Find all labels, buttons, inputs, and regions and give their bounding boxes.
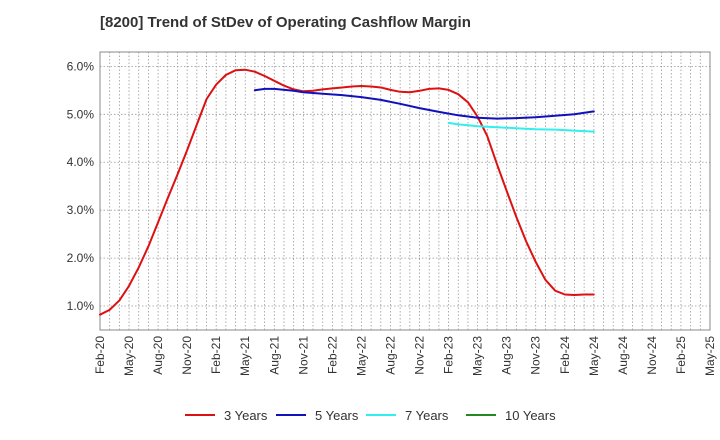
plot-area <box>100 52 710 330</box>
legend-label: 5 Years <box>315 408 359 423</box>
x-tick-label: Aug-22 <box>383 336 397 375</box>
series-line-7-years <box>447 121 595 133</box>
legend-label: 10 Years <box>505 408 556 423</box>
x-tick-label: Aug-20 <box>151 336 165 375</box>
x-tick-label: May-23 <box>471 336 485 376</box>
y-tick-label: 5.0% <box>67 107 95 121</box>
x-tick-label: Nov-23 <box>529 336 543 375</box>
x-tick-label: Feb-20 <box>93 336 107 374</box>
y-tick-label: 2.0% <box>67 251 95 265</box>
x-tick-label: Feb-25 <box>674 336 688 374</box>
series-line-5-years <box>253 87 595 120</box>
chart-title: [8200] Trend of StDev of Operating Cashf… <box>100 14 471 31</box>
y-tick-label: 1.0% <box>67 299 95 313</box>
x-tick-label: Nov-24 <box>645 336 659 375</box>
x-tick-label: Feb-21 <box>209 336 223 374</box>
x-tick-label: Nov-22 <box>413 336 427 375</box>
series-line-3-years <box>99 68 595 316</box>
x-tick-label: May-24 <box>587 336 601 376</box>
x-tick-label: Feb-24 <box>558 336 572 374</box>
y-tick-label: 4.0% <box>67 155 95 169</box>
x-tick-label: May-20 <box>122 336 136 376</box>
legend-label: 3 Years <box>224 408 268 423</box>
x-tick-label: May-25 <box>703 336 717 376</box>
x-tick-label: Feb-23 <box>442 336 456 374</box>
y-tick-label: 3.0% <box>67 203 95 217</box>
x-tick-label: Aug-21 <box>267 336 281 375</box>
x-tick-label: Feb-22 <box>325 336 339 374</box>
x-tick-label: Nov-21 <box>296 336 310 375</box>
x-tick-label: May-21 <box>238 336 252 376</box>
y-tick-label: 6.0% <box>67 59 95 73</box>
legend-label: 7 Years <box>405 408 449 423</box>
x-tick-label: Nov-20 <box>180 336 194 375</box>
plot-border <box>99 51 711 331</box>
x-tick-label: Aug-23 <box>500 336 514 375</box>
x-tick-label: Aug-24 <box>616 336 630 375</box>
x-tick-label: May-22 <box>354 336 368 376</box>
